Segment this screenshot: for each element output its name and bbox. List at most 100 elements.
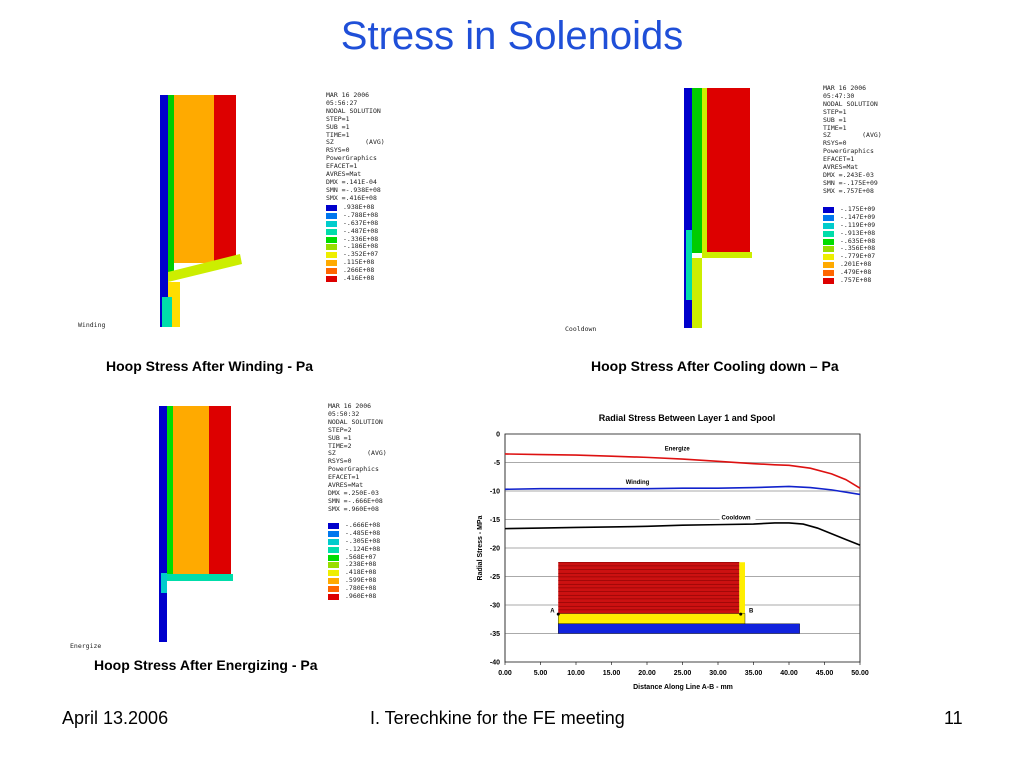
legend-entry: -.336E+08 [326, 234, 379, 244]
caption-cooldown: Hoop Stress After Cooling down – Pa [591, 358, 839, 374]
radial-stress-chart: Radial Stress Between Layer 1 and Spool … [477, 413, 869, 691]
header-line: RSYS=0 [823, 139, 847, 148]
legend-swatch [326, 228, 337, 235]
header-line: STEP=1 [326, 114, 350, 123]
header-line: SMN =-.175E+09 [823, 178, 878, 187]
legend-entry: -.124E+08 [328, 545, 380, 554]
stress-legend: .938E+08 -.788E+08 -.637E+08 -.487E+08 -.336… [326, 203, 379, 283]
caption-winding: Hoop Stress After Winding - Pa [106, 358, 314, 374]
legend-value: -.186E+08 [343, 242, 379, 251]
legend-value: .416E+08 [343, 274, 375, 283]
footer-date: April 13.2006 [62, 708, 169, 728]
legend-value: -.336E+08 [343, 234, 379, 243]
legend-swatch [328, 593, 339, 600]
header-line: SZ (AVG) [326, 138, 385, 147]
header-line: SMX =.416E+08 [326, 193, 377, 202]
slide-title: Stress in Solenoids [340, 14, 684, 58]
corner-label: Cooldown [565, 325, 597, 333]
x-tick-label: 25.00 [674, 670, 692, 677]
legend-swatch [328, 530, 339, 537]
legend-value: -.175E+09 [840, 205, 876, 213]
legend-entry: -.637E+08 [326, 218, 379, 228]
header-line: SMN =-.666E+08 [328, 496, 383, 505]
legend-value: .266E+08 [343, 266, 375, 275]
chart-title: Radial Stress Between Layer 1 and Spool [599, 413, 776, 423]
header-line: EFACET=1 [823, 155, 855, 164]
y-tick-label: -15 [490, 517, 500, 524]
legend-value: -.305E+08 [345, 536, 381, 545]
fe-mesh-plot [160, 95, 242, 327]
legend-value: .780E+08 [345, 584, 377, 593]
legend-entry: -.487E+08 [326, 226, 379, 236]
x-tick-label: 5.00 [534, 670, 548, 677]
point-b-label: B [749, 608, 754, 614]
legend-swatch [326, 275, 337, 282]
legend-entry: .938E+08 [326, 203, 378, 212]
x-tick-label: 45.00 [816, 670, 834, 677]
legend-entry: .201E+08 [823, 260, 875, 269]
legend-value: .599E+08 [345, 576, 377, 585]
series-line-cooldown [504, 522, 861, 546]
y-tick-label: -20 [490, 546, 500, 553]
legend-swatch [328, 554, 339, 561]
spool-layer [558, 613, 746, 625]
spool-base [558, 623, 800, 634]
legend-value: -.635E+08 [840, 236, 876, 245]
legend-entry: .960E+08 [328, 592, 380, 601]
legend-swatch [823, 246, 834, 253]
chart-xlabel: Distance Along Line A-B - mm [633, 684, 733, 691]
header-line: SUB =1 [326, 122, 350, 131]
legend-value: .960E+08 [345, 592, 377, 601]
header-line: NODAL SOLUTION [326, 106, 381, 115]
header-line: NODAL SOLUTION [328, 417, 383, 426]
header-line: SMX =.757E+08 [823, 186, 874, 195]
legend-entry: -.147E+09 [823, 212, 876, 222]
header-line: TIME=1 [823, 123, 847, 132]
header-line: EFACET=1 [328, 473, 360, 482]
x-tick-label: 35.00 [745, 670, 763, 677]
legend-swatch [326, 260, 337, 267]
legend-swatch [326, 204, 337, 211]
legend-swatch [328, 538, 339, 545]
header-line: TIME=1 [326, 130, 350, 139]
legend-entry: -.635E+08 [823, 236, 876, 246]
series-label: Cooldown [722, 516, 751, 522]
header-line: NODAL SOLUTION [823, 99, 878, 108]
legend-swatch [326, 252, 337, 259]
legend-value: -.637E+08 [343, 218, 379, 227]
legend-value: -.147E+09 [840, 212, 876, 221]
header-line: SMN =-.938E+08 [326, 185, 381, 194]
series-line-energize [504, 453, 861, 489]
legend-entry: -.352E+07 [326, 250, 378, 259]
fe-panel-energize: Energize MAR 16 2006 05:50:32 NODAL SOLUTI… [65, 398, 400, 653]
header-line: SZ (AVG) [328, 449, 387, 458]
x-tick-label: 50.00 [851, 670, 869, 677]
legend-entry: -.356E+08 [823, 245, 875, 253]
legend-value: .938E+08 [343, 203, 375, 211]
series-label-bg [719, 512, 756, 522]
legend-swatch [823, 230, 834, 237]
solution-header: MAR 16 2006 05:47:30 NODAL SOLUTION STEP=1 S… [823, 84, 882, 196]
series-line-winding [504, 485, 861, 496]
x-tick-label: 30.00 [709, 670, 727, 677]
legend-swatch [326, 220, 337, 227]
header-line: EFACET=1 [326, 162, 358, 171]
page-number: 11 [944, 708, 963, 728]
series-label: Energize [665, 447, 691, 453]
legend-value: -.487E+08 [343, 226, 379, 235]
legend-swatch [326, 244, 337, 251]
header-line: MAR 16 2006 [326, 91, 370, 99]
series-label: Winding [626, 480, 650, 486]
legend-entry: .568E+07 [328, 553, 380, 562]
legend-swatch [823, 270, 834, 277]
legend-value: -.119E+09 [840, 220, 876, 229]
legend-value: -.485E+08 [345, 528, 381, 537]
corner-label: Energize [70, 642, 102, 650]
header-line: 05:47:30 [823, 91, 855, 100]
x-tick-label: 40.00 [780, 670, 798, 677]
fe-panel-cooldown: Cooldown MAR 16 2006 05:47:30 NODAL SOLUTI… [560, 80, 890, 335]
legend-value: .757E+08 [840, 276, 872, 285]
legend-swatch [326, 268, 337, 275]
header-line: SMX =.960E+08 [328, 504, 379, 513]
